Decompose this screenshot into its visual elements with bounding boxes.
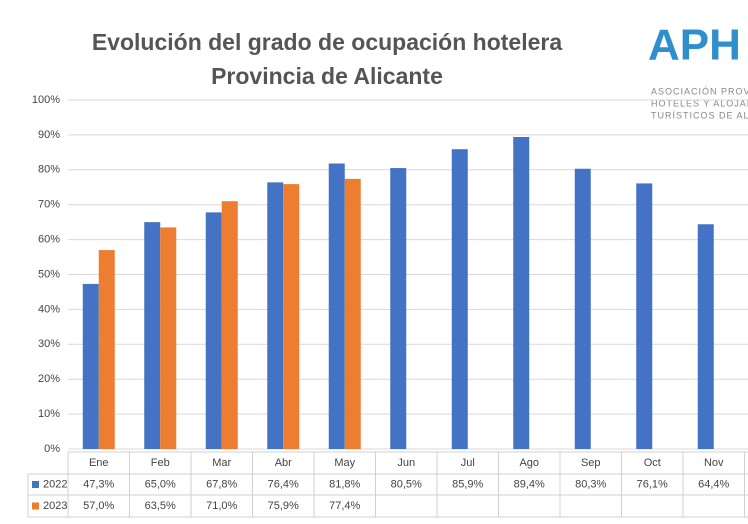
y-tick-label: 10% [38, 408, 60, 420]
y-tick-label: 0% [44, 443, 60, 455]
x-tick-label: Jun [397, 457, 415, 469]
logo-text: HOTELES Y ALOJAM [651, 98, 748, 108]
y-tick-label: 100% [32, 94, 60, 106]
data-label: 89,4% [514, 478, 545, 490]
bar [283, 184, 300, 449]
legend-label: 2023 [43, 500, 67, 512]
bar [328, 163, 345, 449]
bar [144, 222, 161, 449]
data-label: 65,0% [145, 478, 176, 490]
data-label: 57,0% [83, 500, 114, 512]
data-label: 76,1% [637, 478, 668, 490]
data-label: 63,5% [145, 500, 176, 512]
data-label: 71,0% [206, 500, 237, 512]
data-label: 80,5% [391, 478, 422, 490]
data-label: 75,9% [268, 500, 299, 512]
y-tick-label: 80% [38, 164, 60, 176]
data-label: 67,8% [206, 478, 237, 490]
data-label: 77,4% [329, 500, 360, 512]
y-tick-label: 40% [38, 303, 60, 315]
x-tick-label: May [334, 457, 355, 469]
chart-title: Provincia de Alicante [211, 63, 443, 89]
bar [82, 283, 99, 449]
logo-mark: APH [648, 21, 741, 70]
chart-title: Evolución del grado de ocupación hoteler… [92, 29, 563, 55]
y-tick-label: 90% [38, 129, 60, 141]
legend-swatch [32, 502, 39, 510]
bar [513, 136, 530, 449]
bar [574, 168, 591, 450]
x-tick-label: Mar [212, 457, 231, 469]
bar [205, 212, 222, 449]
bar [344, 178, 361, 449]
y-tick-label: 70% [38, 199, 60, 211]
bar [451, 149, 468, 450]
x-tick-label: Ene [89, 457, 109, 469]
bar [636, 183, 653, 449]
y-tick-label: 20% [38, 373, 60, 385]
x-tick-label: Sep [581, 457, 601, 469]
bar [221, 201, 238, 449]
bar [697, 224, 714, 449]
y-tick-label: 50% [38, 268, 60, 280]
y-tick-label: 30% [38, 338, 60, 350]
data-label: 81,8% [329, 478, 360, 490]
x-tick-label: Oct [644, 457, 661, 469]
y-tick-label: 60% [38, 234, 60, 246]
x-tick-label: Feb [151, 457, 170, 469]
bar [267, 182, 284, 449]
bar [390, 168, 407, 449]
bar [160, 227, 177, 449]
bar [98, 250, 115, 449]
logo-text: ASOCIACIÓN PROVIN [651, 86, 748, 96]
data-label: 64,4% [698, 478, 729, 490]
data-label: 80,3% [575, 478, 606, 490]
x-tick-label: Nov [704, 457, 724, 469]
data-label: 85,9% [452, 478, 483, 490]
x-tick-label: Abr [275, 457, 292, 469]
x-tick-label: Jul [461, 457, 475, 469]
x-tick-label: Ago [519, 457, 539, 469]
legend-swatch [32, 481, 39, 488]
logo-text: TURÍSTICOS DE AL [651, 110, 748, 120]
data-label: 76,4% [268, 478, 299, 490]
data-label: 47,3% [83, 478, 114, 490]
legend-label: 2022 [43, 478, 67, 490]
